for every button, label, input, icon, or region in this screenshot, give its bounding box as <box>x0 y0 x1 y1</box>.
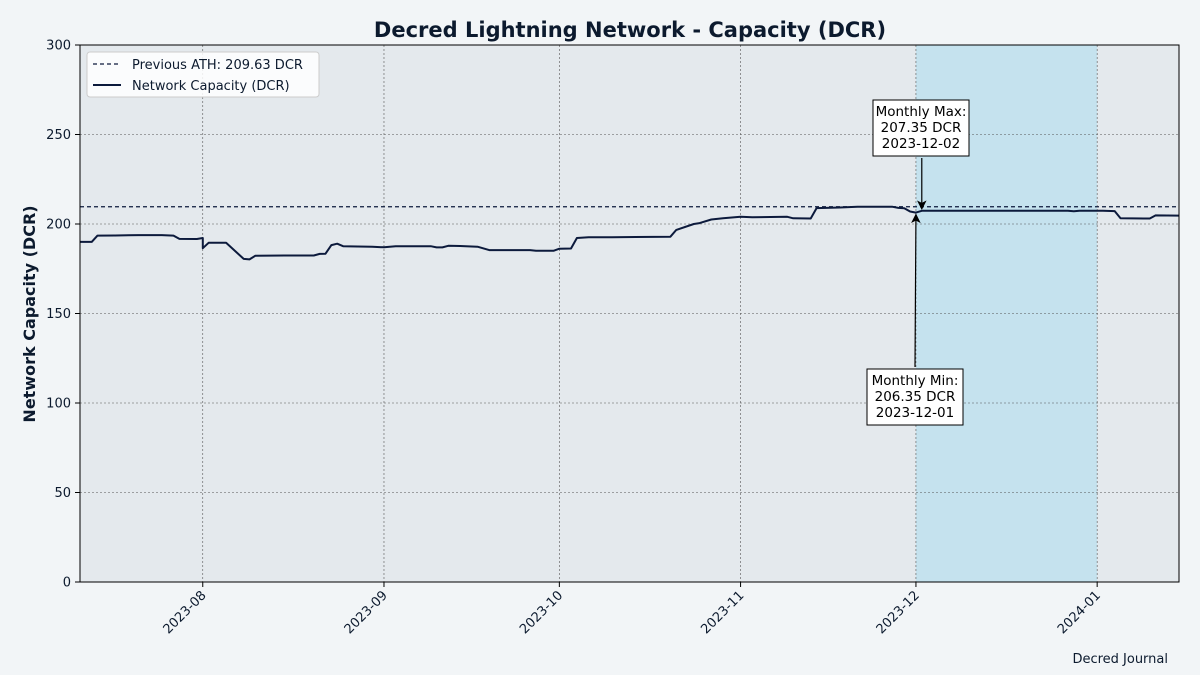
legend: Previous ATH: 209.63 DCR Network Capacit… <box>86 51 320 98</box>
source-note: Decred Journal <box>1072 652 1168 667</box>
plot-frame <box>79 44 1180 583</box>
x-tick-label: 2023-09 <box>342 588 391 637</box>
y-tick-label: 50 <box>54 486 71 501</box>
plot-area: 0 50 100 150 200 250 300 2023-08 2023-09 2023-10 2… <box>46 39 1180 637</box>
annotation-box-min <box>866 368 964 426</box>
y-tick-label: 250 <box>46 128 71 143</box>
y-tick-label: 200 <box>46 218 71 233</box>
x-tick-label: 2023-11 <box>698 588 747 637</box>
y-tick-label: 150 <box>46 307 71 322</box>
y-tick-label: 0 <box>63 576 71 591</box>
x-tick-label: 2023-12 <box>874 588 923 637</box>
annotation-min-text-line: 2023-12-01 <box>876 405 954 421</box>
annotation-min-text-line: 206.35 DCR <box>875 389 956 405</box>
annotation-box-max <box>872 99 970 157</box>
y-tick-label: 300 <box>46 39 71 54</box>
y-axis-label: Network Capacity (DCR) <box>20 205 39 422</box>
x-tick-label: 2024-01 <box>1055 588 1104 637</box>
annotation-max-text-line: Monthly Max: <box>876 104 967 120</box>
x-tick-label: 2023-10 <box>517 588 566 637</box>
legend-series-label: Network Capacity (DCR) <box>132 79 290 94</box>
y-tick-label: 100 <box>46 397 71 412</box>
annotation-max-text-line: 207.35 DCR <box>881 120 962 136</box>
capacity-series-line <box>80 205 1180 261</box>
legend-ath-label: Previous ATH: 209.63 DCR <box>132 58 303 73</box>
annotation-min-arrow <box>911 213 921 368</box>
x-tick-label: 2023-08 <box>161 588 210 637</box>
annotation-max-text-line: 2023-12-02 <box>882 136 960 152</box>
chart-title: Decred Lightning Network - Capacity (DCR… <box>374 18 886 42</box>
annotation-min-text-line: Monthly Min: <box>872 373 959 389</box>
legend-box <box>86 51 320 98</box>
